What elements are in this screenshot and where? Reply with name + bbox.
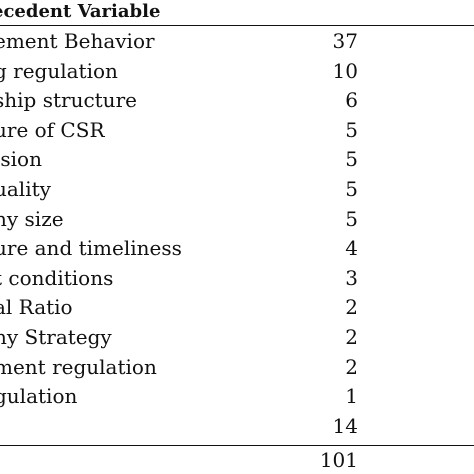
row-label: ure of CSR bbox=[0, 118, 105, 142]
table-row: ny size 5 bbox=[0, 205, 474, 235]
table-row: g regulation 10 bbox=[0, 57, 474, 87]
row-label: g regulation bbox=[0, 59, 118, 83]
table-row: ement Behavior 37 bbox=[0, 27, 474, 57]
column-header-antecedent-variable: ecedent Variable bbox=[0, 1, 161, 22]
table-row: al Ratio 2 bbox=[0, 293, 474, 323]
row-value: 10 bbox=[332, 59, 358, 83]
row-value: 6 bbox=[345, 88, 358, 112]
table-row: uality 5 bbox=[0, 175, 474, 205]
table-row: ure of CSR 5 bbox=[0, 116, 474, 146]
row-value: 14 bbox=[332, 414, 358, 438]
table-row: gulation 1 bbox=[0, 382, 474, 412]
row-label: ision bbox=[0, 147, 42, 171]
row-value: 2 bbox=[345, 325, 358, 349]
row-value: 4 bbox=[345, 236, 358, 260]
row-value: 5 bbox=[345, 207, 358, 231]
row-value: 2 bbox=[345, 355, 358, 379]
total-value: 101 bbox=[319, 448, 358, 472]
row-label: ment regulation bbox=[0, 355, 157, 379]
row-label: gulation bbox=[0, 384, 78, 408]
row-label: al Ratio bbox=[0, 295, 73, 319]
row-label: t conditions bbox=[0, 266, 114, 290]
row-value: 5 bbox=[345, 118, 358, 142]
row-value: 1 bbox=[345, 384, 358, 408]
table-row: ny Strategy 2 bbox=[0, 323, 474, 353]
row-label: ship structure bbox=[0, 88, 137, 112]
row-label: ny size bbox=[0, 207, 64, 231]
table-row: ision 5 bbox=[0, 145, 474, 175]
row-value: 2 bbox=[345, 295, 358, 319]
table-row: ment regulation 2 bbox=[0, 353, 474, 383]
table-row: ship structure 6 bbox=[0, 86, 474, 116]
table-row: t conditions 3 bbox=[0, 264, 474, 294]
row-value: 3 bbox=[345, 266, 358, 290]
table-header: ecedent Variable bbox=[0, 0, 474, 26]
row-label: ure and timeliness bbox=[0, 236, 182, 260]
row-value: 37 bbox=[332, 29, 358, 53]
row-value: 5 bbox=[345, 147, 358, 171]
row-value: 5 bbox=[345, 177, 358, 201]
total-divider bbox=[0, 445, 474, 446]
row-label: ny Strategy bbox=[0, 325, 112, 349]
row-label: uality bbox=[0, 177, 51, 201]
row-label: ement Behavior bbox=[0, 29, 155, 53]
table-row: ure and timeliness 4 bbox=[0, 234, 474, 264]
total-row: 101 bbox=[0, 446, 474, 474]
table-row: 14 bbox=[0, 412, 474, 442]
